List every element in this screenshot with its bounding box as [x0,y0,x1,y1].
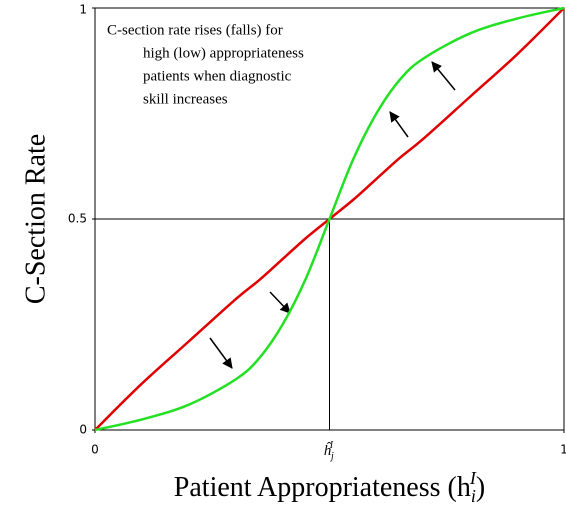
y-tick-label: 1 [79,3,87,17]
annotation-line: C-section rate rises (falls) for [107,22,283,38]
arrow [269,291,291,314]
y-tick-label: 0.5 [68,212,87,226]
y-axis-label: C-Section Rate [20,134,51,304]
arrow [209,337,233,369]
arrow [431,61,456,91]
arrow [389,111,409,138]
x-tick-label-sub: j [329,451,334,462]
annotation: C-section rate rises (falls) for high (l… [107,22,304,107]
x-tick-label: ĥjI [324,440,335,462]
x-tick-label: 1 [560,443,566,457]
arrows [209,61,456,369]
x-axis-label-close: ) [476,472,485,503]
annotation-line: skill increases [143,91,228,107]
x-tick-label-main: ĥ [324,442,332,459]
x-tick-label-sup: I [329,440,334,451]
annotation-line: high (low) appropriateness [143,45,304,61]
x-axis-label-main: Patient Appropriateness (h [174,472,471,503]
series-line [94,6,565,432]
annotation-line: patients when diagnostic [143,68,292,84]
x-tick-label: 0 [91,443,99,457]
y-tick-label: 0 [79,423,87,437]
x-axis-label-sup: I [469,468,477,488]
x-axis-label: Patient Appropriateness (hiI) [174,468,485,506]
x-axis-label-sub: i [471,486,476,506]
